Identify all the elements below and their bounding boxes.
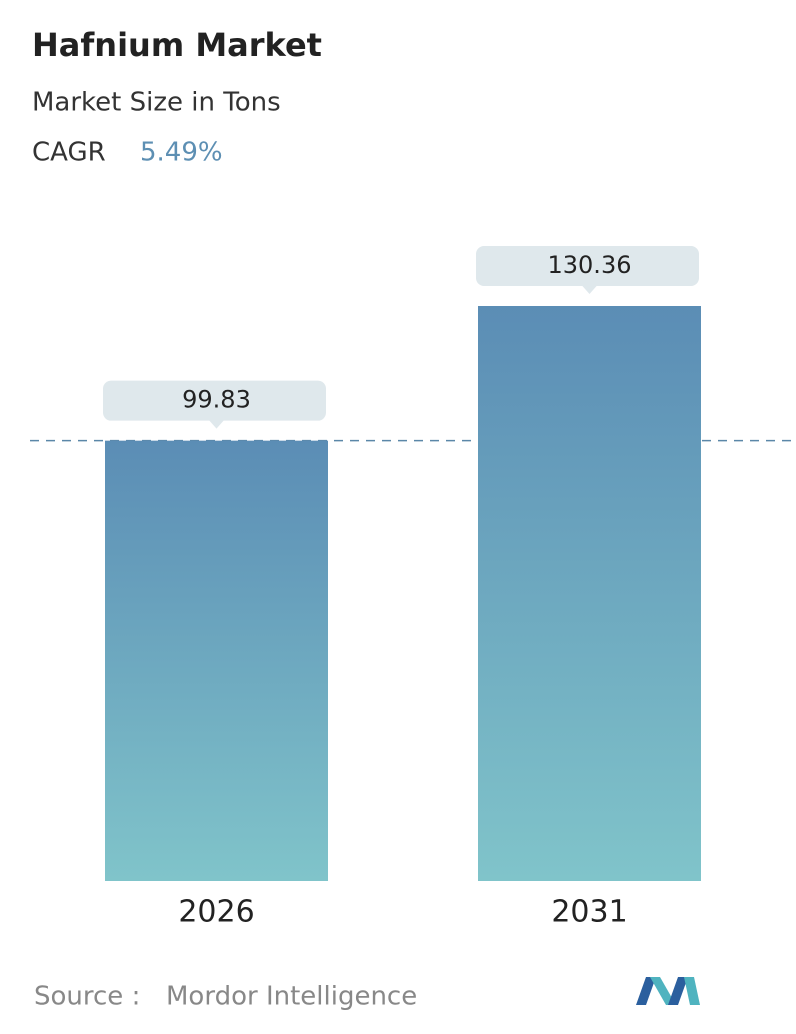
x-tick-label: 2026 — [178, 895, 254, 930]
callout-pointer — [208, 419, 225, 429]
callout-pointer — [581, 285, 598, 294]
x-tick-label: 2031 — [551, 895, 627, 930]
chart-title: Hafnium Market — [32, 26, 322, 64]
value-callout — [476, 246, 699, 286]
source: Mordor Intelligence — [166, 982, 417, 1012]
bar — [105, 440, 328, 881]
bar — [478, 306, 701, 881]
value-label: 99.83 — [182, 386, 251, 414]
logo — [636, 977, 700, 1005]
cagr-label: CAGR — [32, 138, 106, 168]
cagr-value: 5.49% — [140, 138, 223, 168]
source-label: Source : — [34, 982, 140, 1012]
chart-subtitle: Market Size in Tons — [32, 88, 281, 118]
value-callout — [103, 380, 326, 421]
value-label: 130.36 — [548, 251, 632, 279]
